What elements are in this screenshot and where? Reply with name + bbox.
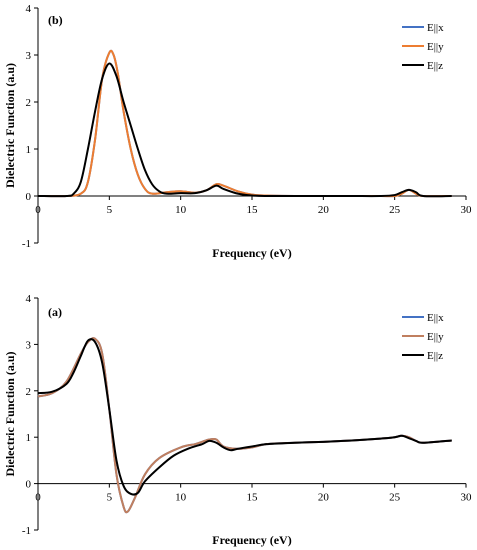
x-tick-label: 10 <box>175 492 187 504</box>
series-line-3 <box>37 62 452 198</box>
y-tick-label: -1 <box>22 525 31 537</box>
y-axis-title: Dielectric Function (a.u) <box>3 63 17 188</box>
y-tick-label: 2 <box>26 386 32 398</box>
x-tick-label: 30 <box>461 492 473 504</box>
y-tick-label: 1 <box>26 144 32 156</box>
y-tick-label: 3 <box>26 50 32 62</box>
x-tick-label: 5 <box>107 492 113 504</box>
y-tick-label: 4 <box>26 3 32 15</box>
legend-label: E||x <box>427 312 444 324</box>
chart-panel-a: -1 0 1 2 3 4 0 5 10 15 20 25 30 (a) Frequency (eV) Diel… <box>3 293 472 547</box>
x-tick-label: 10 <box>175 204 187 216</box>
panel-label: (a) <box>48 305 62 319</box>
chart-panel-b: -1 0 1 2 3 4 0 5 10 15 20 25 30 (b) Frequency (eV) Diel… <box>3 3 472 260</box>
panel-label: (b) <box>48 13 63 27</box>
legend-label: E||y <box>427 331 444 343</box>
legend-label: E||x <box>427 22 444 34</box>
y-tick-label: 0 <box>26 479 32 491</box>
y-tick-label: 3 <box>26 339 32 351</box>
x-tick-label: 0 <box>35 492 41 504</box>
x-axis-title: Frequency (eV) <box>212 533 291 547</box>
legend-label: E||z <box>427 60 443 72</box>
y-tick-label: 0 <box>26 191 32 203</box>
x-tick-label: 0 <box>35 204 41 216</box>
x-tick-label: 5 <box>107 204 113 216</box>
y-tick-label: 1 <box>26 432 32 444</box>
x-tick-label: 15 <box>247 204 259 216</box>
legend-label: E||z <box>427 350 443 362</box>
y-tick-label: -1 <box>22 238 31 250</box>
x-axis-title: Frequency (eV) <box>212 246 291 260</box>
x-tick-label: 25 <box>389 492 401 504</box>
series-line-3 <box>37 338 452 496</box>
legend-label: E||y <box>427 41 444 53</box>
x-tick-label: 20 <box>318 204 330 216</box>
x-tick-label: 20 <box>318 492 330 504</box>
y-axis-title: Dielectric Function (a.u) <box>3 352 17 477</box>
y-tick-label: 4 <box>26 293 32 305</box>
x-tick-label: 15 <box>247 492 259 504</box>
x-tick-label: 30 <box>461 204 473 216</box>
y-tick-label: 2 <box>26 97 32 109</box>
x-tick-label: 25 <box>389 204 401 216</box>
